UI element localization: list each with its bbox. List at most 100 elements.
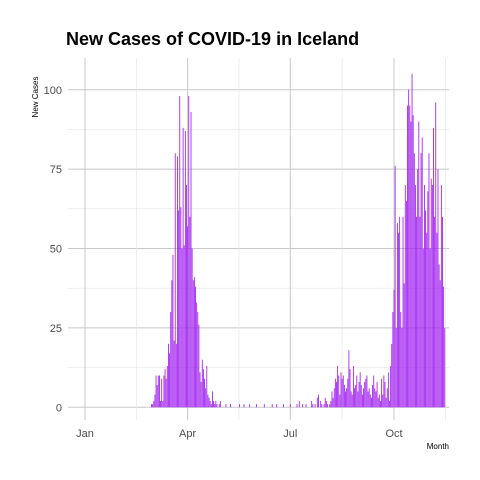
bar [316,397,318,408]
bar [340,372,342,408]
bar [341,378,343,408]
bar [360,385,362,408]
bar [189,216,191,408]
bar [213,400,214,408]
bar [163,375,165,408]
bar [188,96,190,408]
bar [196,302,198,408]
bar [320,400,322,408]
bar [212,391,213,408]
bar [296,404,298,408]
bar [312,404,314,408]
axis-ticks: 0 25 50 75 100 Jan Apr Jul Oct [44,85,403,440]
bar [396,223,398,408]
bar [175,343,177,408]
bar [343,385,345,408]
bar [171,280,173,408]
bar [195,286,196,408]
bar [409,105,411,408]
y-axis-title: New Cases [31,77,40,118]
bar [358,381,360,408]
bar [381,378,383,408]
bar [191,248,193,408]
bar-series [151,73,446,408]
bar [172,254,174,408]
bar [368,388,370,408]
bar [180,207,182,408]
bar [178,210,180,408]
bar [421,137,423,408]
bar [173,340,175,408]
bar [375,391,377,408]
bar [219,400,221,408]
bar [405,200,407,408]
bar [243,404,245,408]
bar [336,381,337,408]
bar [438,264,440,408]
bar [183,245,185,408]
bar [386,388,388,408]
bar [384,381,386,408]
bar [385,397,387,408]
bar [162,400,164,408]
bar [324,397,326,408]
bar [425,210,426,408]
bar [318,394,319,408]
bar [169,353,171,408]
bar [404,185,406,408]
bar [355,385,357,408]
bar [410,121,412,408]
bar [333,388,335,408]
bar [207,394,209,408]
bar [399,216,401,408]
bar [321,404,323,408]
bar [392,312,394,408]
bar [283,404,284,408]
bar [329,404,331,408]
bar [372,385,373,408]
x-tick-label: Oct [385,428,402,440]
bar [428,153,430,408]
bar [424,185,425,408]
bar [208,397,210,408]
bar [426,232,428,408]
bar [345,391,346,408]
bar [380,400,381,408]
bar [200,381,202,408]
bar [323,404,325,408]
bar [417,169,419,408]
bar [394,165,396,408]
bar [348,350,350,408]
bar [431,185,433,408]
bar [152,404,154,408]
grid [68,58,449,420]
bar [263,404,265,408]
bar [351,394,353,408]
bar [166,366,168,408]
bar [371,397,372,408]
bar [202,369,204,408]
bar [210,404,212,408]
bar [311,400,313,408]
bar [165,378,167,408]
y-tick-label: 25 [50,323,62,335]
bar [218,404,220,408]
bar [408,89,410,408]
bar [206,366,208,408]
bar [364,381,366,408]
bar [420,153,422,408]
bar [429,248,431,408]
bar [400,312,402,408]
bar [255,404,257,408]
bar [419,216,421,408]
bar [187,226,189,408]
bar [154,394,156,408]
bar [159,375,160,408]
bar [366,375,368,408]
bar [356,375,358,408]
y-tick-label: 50 [50,244,62,256]
bar [161,378,163,408]
bar [215,400,217,408]
